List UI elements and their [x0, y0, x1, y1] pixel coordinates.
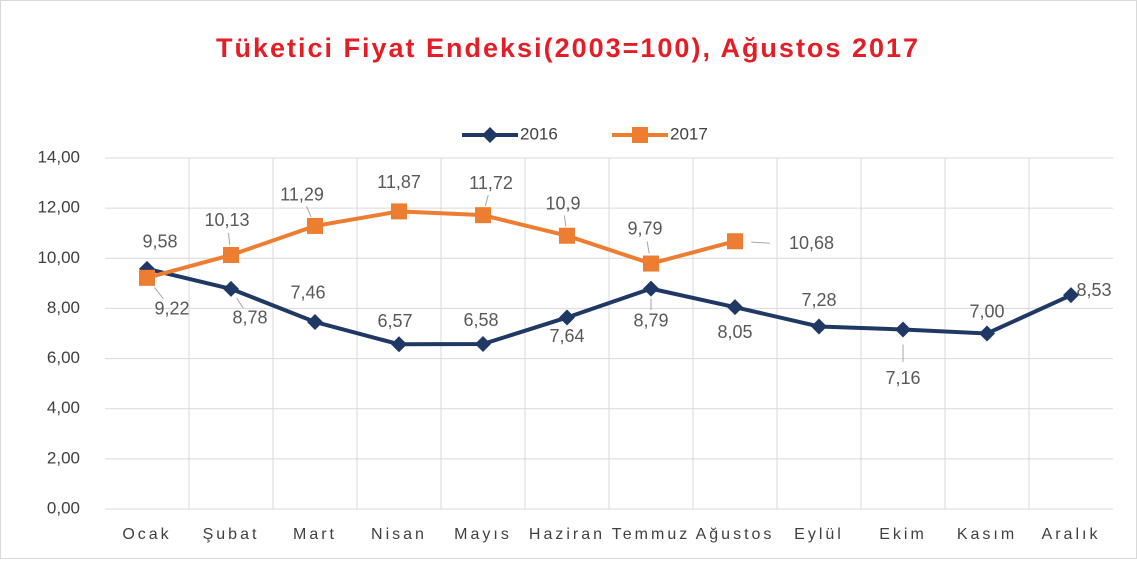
data-point	[643, 280, 659, 297]
data-label: 9,58	[142, 232, 177, 252]
data-label: 9,79	[627, 218, 662, 238]
y-tick-label: 12,00	[37, 198, 80, 217]
data-label: 8,05	[717, 322, 752, 342]
series-line	[146, 209, 736, 280]
data-label: 11,87	[377, 172, 421, 192]
data-label: 7,28	[801, 290, 836, 310]
data-point	[727, 299, 743, 316]
leader-line	[306, 206, 312, 218]
leader-line	[227, 232, 231, 245]
y-tick-label: 2,00	[47, 448, 80, 467]
data-label: 7,00	[969, 301, 1004, 321]
data-point	[307, 313, 323, 330]
data-point	[1063, 287, 1079, 304]
x-tick-label: Ocak	[122, 526, 171, 543]
data-point	[475, 336, 491, 353]
y-tick-label: 4,00	[47, 398, 80, 417]
data-label: 11,72	[469, 173, 513, 193]
data-point	[559, 227, 575, 244]
data-point	[979, 325, 995, 342]
data-point	[475, 207, 491, 224]
x-tick-label: Şubat	[203, 526, 260, 543]
data-label: 8,79	[633, 310, 668, 330]
x-tick-label: Kasım	[957, 526, 1017, 543]
data-point	[391, 336, 407, 353]
data-label: 7,16	[885, 368, 920, 388]
legend-marker	[632, 127, 648, 143]
x-tick-label: Mayıs	[454, 526, 512, 543]
data-label: 9,22	[154, 299, 189, 319]
data-label: 10,13	[204, 210, 249, 230]
legend-label: 2017	[670, 124, 708, 143]
y-tick-label: 0,00	[47, 498, 80, 517]
series-line	[146, 266, 1072, 347]
leader-line	[484, 194, 489, 206]
leader-line	[646, 241, 650, 254]
leader-line	[236, 297, 244, 309]
y-tick-label: 6,00	[47, 348, 80, 367]
data-point	[223, 280, 239, 297]
data-label: 6,58	[463, 310, 498, 330]
leader-line	[154, 287, 164, 299]
x-tick-label: Nisan	[371, 526, 427, 543]
data-point	[391, 203, 407, 220]
x-tick-label: Mart	[293, 526, 337, 543]
y-tick-label: 10,00	[37, 248, 80, 267]
data-point	[223, 247, 239, 264]
data-label: 8,78	[232, 308, 267, 328]
data-point	[559, 309, 575, 326]
legend-marker	[482, 127, 498, 143]
data-label: 10,68	[789, 233, 834, 253]
x-tick-label: Ekim	[879, 526, 927, 543]
data-label: 7,64	[549, 326, 584, 346]
data-label: 8,53	[1076, 280, 1111, 300]
x-tick-label: Haziran	[529, 526, 605, 543]
data-point	[643, 255, 659, 272]
data-label: 7,46	[290, 283, 325, 303]
data-point	[139, 269, 155, 286]
legend-label: 2016	[520, 124, 558, 143]
x-tick-label: Eylül	[794, 526, 844, 543]
y-tick-label: 8,00	[47, 298, 80, 317]
data-label: 11,29	[280, 185, 324, 205]
chart-title: Tüketici Fiyat Endeksi(2003=100), Ağusto…	[216, 33, 920, 63]
x-tick-label: Aralık	[1042, 526, 1101, 543]
data-point	[895, 321, 911, 338]
data-label: 10,9	[545, 193, 580, 213]
data-point	[727, 233, 743, 250]
data-label: 6,57	[377, 311, 412, 331]
x-tick-label: Ağustos	[696, 526, 775, 543]
leader-line	[563, 215, 567, 227]
x-tick-label: Temmuz	[612, 526, 690, 543]
data-point	[811, 318, 827, 335]
leader-line	[751, 241, 771, 244]
y-tick-label: 14,00	[37, 147, 80, 166]
data-point	[307, 217, 323, 234]
